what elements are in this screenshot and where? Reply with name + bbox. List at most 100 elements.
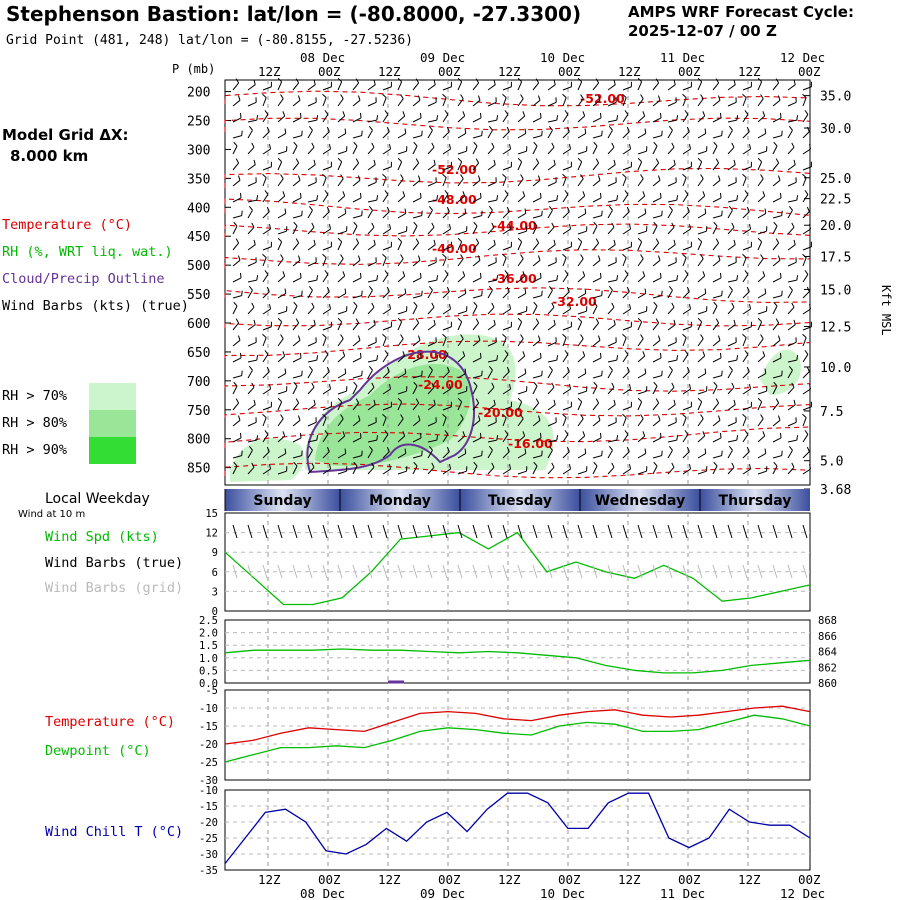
wind-barb [487, 439, 497, 443]
wind-barb [322, 211, 330, 219]
wind-barb [607, 164, 616, 171]
windchill-panel-ytick-label: -10 [199, 785, 218, 797]
wind-barb-flag [436, 355, 439, 361]
wind-barb-flag [488, 365, 493, 371]
wind-barb-flag [600, 352, 602, 358]
wind-barb-flag [682, 413, 687, 418]
wind-barb-flag [488, 285, 493, 291]
wind-barb [712, 455, 722, 459]
wind-barb [517, 310, 527, 315]
wind-barb [427, 119, 437, 123]
wind-barb-flag [300, 112, 302, 118]
wind-barb-flag [661, 210, 663, 216]
wind-barb [442, 86, 452, 91]
wind-barb-flag [464, 448, 467, 454]
wind-barb [757, 81, 763, 91]
wind-barb-flag [264, 190, 269, 195]
wind-barb-flag [655, 398, 660, 404]
wind-barb-flag [477, 335, 481, 341]
wind-barb [472, 242, 480, 251]
wind-barb [577, 81, 583, 91]
wind-barb-flag [593, 221, 598, 227]
grid-wind-barb [277, 564, 283, 579]
wind-barb [637, 418, 644, 427]
wind-barb-flag [253, 319, 256, 325]
wind-barb-flag [689, 144, 692, 150]
wind-barb-flag [436, 275, 439, 281]
grid-wind-barb [487, 564, 493, 579]
wind-barb-flag [284, 288, 287, 294]
wind-barb-flag [556, 195, 559, 201]
wind-barb [802, 468, 811, 475]
wind-barb [337, 195, 346, 203]
wind-barb-flag [509, 224, 512, 230]
wind-barb [652, 465, 658, 475]
top-time-label: 00Z [558, 64, 581, 79]
wind-barb-flag [240, 432, 242, 438]
wind-barb [772, 135, 782, 139]
wind-barb [697, 321, 703, 331]
wind-barb-flag [420, 352, 422, 358]
wind-barb [382, 337, 387, 347]
wind-barb-flag [762, 271, 766, 277]
wind-barb-flag [601, 210, 603, 216]
wind-barb-flag [551, 222, 555, 228]
label-dewpoint: Dewpoint (°C) [45, 743, 151, 759]
wind-barb [547, 359, 557, 363]
wind-barb-flag [597, 255, 601, 261]
wind-barb-flag [611, 462, 615, 468]
wind-barb-flag [777, 335, 781, 341]
wind-barb [622, 131, 630, 139]
wind-barb-flag [562, 253, 567, 258]
wind-barb-flag [764, 128, 767, 134]
wind-barb [667, 226, 675, 235]
wind-barb-flag [728, 365, 733, 371]
wind-barb-flag [762, 111, 766, 117]
wind-barb [367, 101, 377, 107]
wind-barb-flag [671, 382, 675, 388]
wind-barb-flag [624, 430, 629, 435]
pressure-tick-label: 400 [187, 201, 210, 216]
wind-barb [232, 385, 238, 395]
wind-barb [577, 133, 587, 139]
wind-barb-flag [400, 414, 404, 419]
wind-barb [457, 275, 466, 283]
wind-barb-flag [324, 350, 329, 355]
wind-barb [532, 437, 542, 443]
wind-barb-flag [342, 351, 346, 357]
wind-barb [232, 259, 241, 267]
surface-wind-barb [517, 524, 523, 539]
wind-barb-flag [533, 381, 538, 387]
wind-barb-flag [280, 174, 284, 179]
wind-barb-flag [653, 141, 658, 147]
wind-barb-flag [535, 398, 540, 404]
wind-barb-flag [464, 368, 467, 374]
wind-barb [322, 434, 329, 443]
wind-barb-flag [266, 206, 270, 212]
wind-barb-flag [301, 370, 303, 376]
wind-barb [757, 275, 766, 283]
wind-barb-flag [613, 79, 616, 85]
wind-barb [532, 179, 541, 187]
wind-barb [232, 225, 238, 235]
wind-barb-flag [721, 290, 723, 296]
wind-barb-flag [566, 206, 570, 212]
wind-barb [472, 455, 482, 459]
wind-barb [727, 146, 735, 155]
wind-barb-flag [686, 366, 690, 372]
wind-barb-flag [248, 205, 253, 211]
wind-barb [712, 99, 721, 107]
wind-barb [802, 86, 812, 91]
wind-barb [517, 115, 526, 123]
wind-barb [757, 133, 767, 139]
wind-barb-flag [337, 77, 342, 83]
wind-barb [637, 241, 643, 251]
wind-barb [262, 148, 271, 155]
wind-barb-flag [541, 370, 543, 376]
wind-barb-flag [522, 111, 526, 117]
wind-barb-flag [295, 78, 300, 84]
wind-barb-flag [702, 351, 706, 357]
wind-barb-flag [431, 302, 435, 308]
wind-barb [232, 197, 242, 203]
wind-barb-flag [269, 144, 272, 150]
